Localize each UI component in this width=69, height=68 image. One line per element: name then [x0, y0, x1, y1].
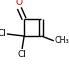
Text: O: O — [16, 0, 23, 7]
Text: CH₃: CH₃ — [55, 36, 69, 45]
Text: Cl: Cl — [0, 30, 6, 38]
Text: Cl: Cl — [18, 50, 26, 59]
